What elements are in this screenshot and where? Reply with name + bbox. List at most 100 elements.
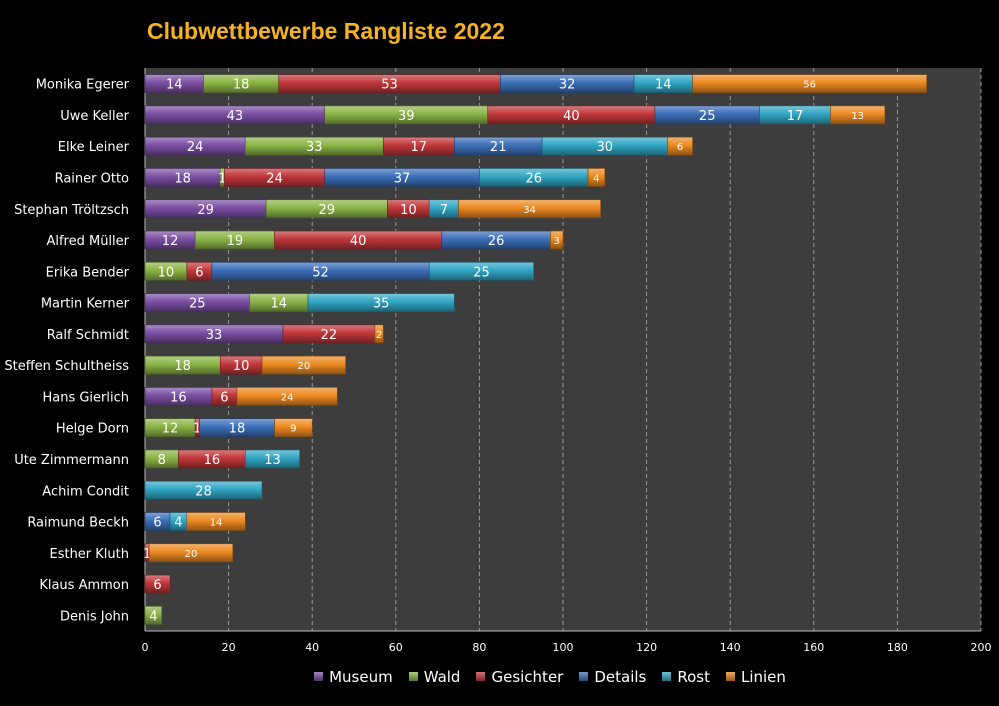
data-label: 4	[593, 173, 599, 184]
category-label: Elke Leiner	[58, 140, 130, 155]
bar-linien	[667, 136, 693, 156]
data-label: 1	[193, 422, 201, 437]
legend-label: Museum	[329, 668, 393, 686]
data-label: 35	[373, 297, 390, 312]
legend-item-wald: Wald	[408, 668, 460, 686]
bar-linien	[236, 387, 338, 406]
data-label: 3	[554, 236, 560, 247]
bar-linien	[458, 199, 601, 219]
category-label: Denis John	[60, 609, 129, 624]
data-label: 39	[398, 109, 415, 124]
data-label: 6	[195, 265, 203, 280]
data-label: 13	[851, 111, 864, 122]
category-label: Uwe Keller	[60, 109, 129, 124]
data-label: 14	[655, 78, 672, 93]
bar-linien	[587, 168, 606, 187]
data-label: 28	[195, 484, 212, 499]
data-label: 33	[206, 328, 223, 343]
bar-rost	[428, 262, 535, 281]
data-label: 34	[523, 205, 536, 216]
category-label: Alfred Müller	[46, 234, 129, 249]
data-label: 16	[170, 390, 187, 405]
bar-linien	[692, 74, 927, 93]
data-label: 22	[321, 328, 338, 343]
data-label: 7	[440, 203, 448, 218]
legend-label: Rost	[677, 668, 710, 686]
data-label: 30	[597, 140, 614, 155]
category-label: Hans Gierlich	[42, 390, 129, 405]
data-label: 1	[218, 171, 226, 186]
legend-item-gesichter: Gesichter	[476, 668, 563, 686]
category-label: Monika Egerer	[36, 78, 130, 93]
category-label: Ute Zimmermann	[14, 453, 129, 468]
data-label: 43	[227, 109, 244, 124]
x-tick-label: 120	[636, 641, 657, 654]
data-label: 25	[699, 109, 716, 124]
category-label: Esther Kluth	[49, 547, 129, 562]
data-label: 24	[281, 392, 294, 403]
category-label: Steffen Schultheiss	[4, 359, 129, 374]
data-label: 9	[290, 424, 296, 435]
data-label: 12	[162, 234, 179, 249]
data-label: 40	[350, 234, 367, 249]
bar-linien	[148, 543, 234, 563]
bar-rost	[245, 449, 300, 469]
data-label: 14	[270, 297, 287, 312]
bar-linien	[186, 512, 246, 531]
legend-swatch	[579, 672, 589, 681]
legend-swatch	[476, 672, 486, 681]
data-label: 2	[376, 330, 382, 341]
data-label: 56	[803, 80, 816, 91]
legend-swatch	[725, 672, 735, 681]
bar-linien	[830, 105, 886, 125]
data-label: 26	[488, 234, 505, 249]
data-label: 10	[400, 203, 417, 218]
data-label: 13	[264, 453, 281, 468]
legend-swatch	[314, 672, 324, 681]
data-label: 16	[204, 453, 221, 468]
legend-swatch	[408, 672, 418, 681]
category-label: Ralf Schmidt	[47, 328, 129, 343]
data-label: 10	[158, 265, 175, 280]
data-label: 10	[233, 359, 250, 374]
legend: Museum Wald Gesichter Details Rost Linien	[0, 668, 999, 686]
data-label: 4	[149, 609, 157, 624]
category-label: Klaus Ammon	[39, 578, 129, 593]
data-label: 1	[143, 547, 151, 562]
data-label: 14	[166, 78, 183, 93]
data-label: 25	[189, 297, 206, 312]
x-tick-label: 40	[305, 641, 319, 654]
data-label: 52	[312, 265, 329, 280]
data-label: 19	[227, 234, 244, 249]
data-label: 20	[185, 549, 198, 560]
legend-label: Linien	[740, 668, 786, 686]
data-label: 18	[174, 359, 191, 374]
data-label: 32	[559, 78, 576, 93]
bar-linien	[274, 418, 313, 437]
data-label: 18	[174, 171, 191, 186]
x-tick-label: 80	[472, 641, 486, 654]
data-label: 17	[787, 109, 804, 124]
data-label: 6	[153, 578, 161, 593]
bar-rost	[144, 480, 263, 500]
category-label: Rainer Otto	[55, 171, 129, 186]
x-tick-label: 100	[553, 641, 574, 654]
x-tick-label: 140	[720, 641, 741, 654]
category-label: Erika Bender	[46, 265, 130, 280]
category-label: Stephan Tröltzsch	[14, 203, 129, 218]
category-label: Achim Condit	[42, 484, 129, 499]
data-label: 25	[473, 265, 490, 280]
data-label: 14	[210, 518, 223, 529]
bar-linien	[261, 355, 346, 375]
data-label: 33	[306, 140, 323, 155]
data-label: 24	[266, 171, 283, 186]
data-label: 24	[187, 140, 204, 155]
bar-rost	[307, 293, 455, 312]
legend-item-museum: Museum	[314, 668, 393, 686]
data-label: 17	[411, 140, 428, 155]
x-tick-label: 180	[887, 641, 908, 654]
legend-swatch	[662, 672, 672, 681]
legend-label: Details	[594, 668, 647, 686]
